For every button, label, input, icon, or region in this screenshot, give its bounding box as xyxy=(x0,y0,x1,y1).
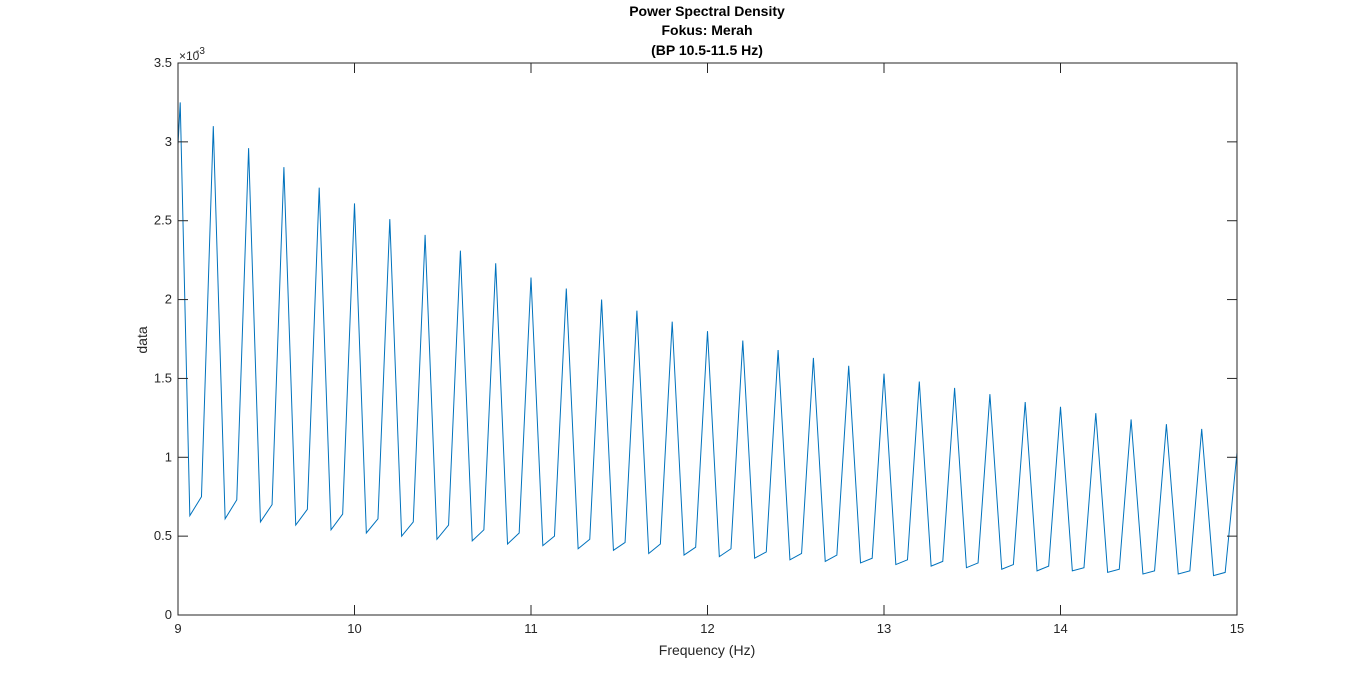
y-tick-label: 0.5 xyxy=(154,528,172,543)
y-exponent-base: ×10 xyxy=(179,49,200,63)
chart-title: Power Spectral Density Fokus: Merah (BP … xyxy=(629,3,785,58)
y-tick-label: 3 xyxy=(165,134,172,149)
y-tick-label: 1 xyxy=(165,449,172,464)
x-tick-label: 14 xyxy=(1053,621,1067,636)
series-line-0 xyxy=(177,102,1238,577)
y-tick-label: 3.5 xyxy=(154,55,172,70)
y-ticks: 0 0.5 1 1.5 2 2.5 3 3.5 xyxy=(154,55,1237,622)
x-tick-label: 10 xyxy=(347,621,361,636)
title-line-2: Fokus: Merah xyxy=(661,22,752,38)
title-line-3: (BP 10.5-11.5 Hz) xyxy=(651,42,763,58)
x-tick-label: 11 xyxy=(524,621,538,636)
y-tick-label: 1.5 xyxy=(154,370,172,385)
x-tick-label: 12 xyxy=(700,621,714,636)
y-tick-label: 0 xyxy=(165,607,172,622)
x-tick-label: 9 xyxy=(174,621,181,636)
x-axis-label: Frequency (Hz) xyxy=(659,642,755,658)
y-tick-label: 2 xyxy=(165,292,172,307)
series-layer xyxy=(177,102,1238,577)
title-line-1: Power Spectral Density xyxy=(629,3,785,19)
x-tick-label: 13 xyxy=(877,621,891,636)
x-tick-label: 15 xyxy=(1230,621,1244,636)
y-exponent-power: -3 xyxy=(196,46,205,57)
x-ticks: 9 10 11 12 13 14 15 xyxy=(174,63,1244,636)
y-axis-exponent: ×10 -3 xyxy=(179,46,205,63)
y-tick-label: 2.5 xyxy=(154,213,172,228)
y-axis-label: data xyxy=(134,326,150,353)
